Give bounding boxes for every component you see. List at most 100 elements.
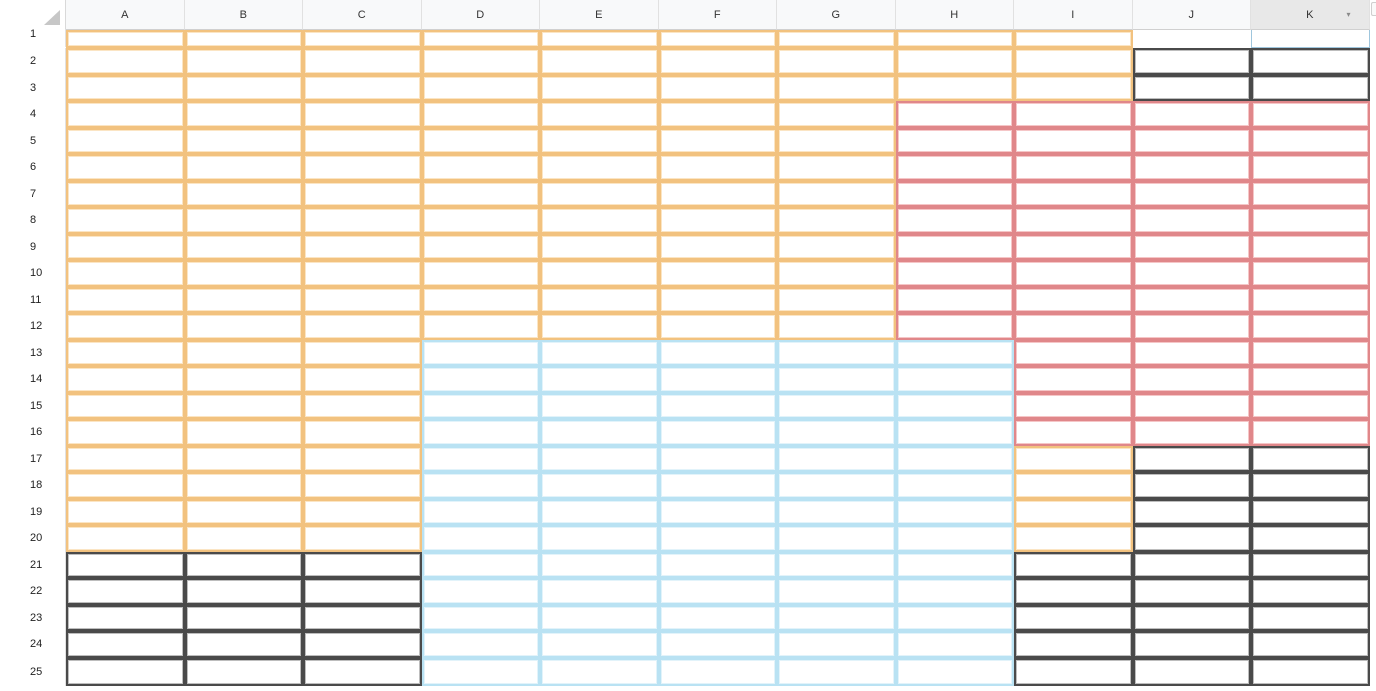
cell-k3[interactable] [1251, 74, 1370, 101]
cell-a16[interactable] [66, 419, 185, 446]
cell-g4[interactable] [777, 101, 896, 128]
row-header-5[interactable]: 5 [0, 127, 66, 154]
cell-i21[interactable] [1014, 551, 1133, 578]
cell-f24[interactable] [658, 631, 777, 658]
cell-h10[interactable] [895, 260, 1014, 287]
cell-k2[interactable] [1251, 48, 1370, 75]
cell-g6[interactable] [777, 154, 896, 181]
cell-f12[interactable] [658, 313, 777, 340]
cell-b5[interactable] [184, 127, 303, 154]
cell-d14[interactable] [421, 366, 540, 393]
cell-f7[interactable] [658, 180, 777, 207]
row-header-16[interactable]: 16 [0, 419, 66, 446]
cell-a15[interactable] [66, 392, 185, 419]
cell-g24[interactable] [777, 631, 896, 658]
cell-d18[interactable] [421, 472, 540, 499]
cell-d23[interactable] [421, 604, 540, 631]
cell-j17[interactable] [1132, 445, 1251, 472]
cell-e6[interactable] [540, 154, 659, 181]
cell-c20[interactable] [303, 525, 422, 552]
cell-j22[interactable] [1132, 578, 1251, 605]
cell-i22[interactable] [1014, 578, 1133, 605]
cell-e12[interactable] [540, 313, 659, 340]
cell-f8[interactable] [658, 207, 777, 234]
scroll-edge-handle[interactable] [1371, 2, 1376, 16]
cell-b25[interactable] [184, 657, 303, 686]
cell-j12[interactable] [1132, 313, 1251, 340]
cell-i25[interactable] [1014, 657, 1133, 686]
column-header-k[interactable]: K ▾ [1251, 0, 1370, 30]
select-all-corner[interactable] [0, 0, 66, 30]
cell-d4[interactable] [421, 101, 540, 128]
row-header-24[interactable]: 24 [0, 631, 66, 658]
cell-g1[interactable] [777, 30, 896, 48]
cell-a21[interactable] [66, 551, 185, 578]
cell-h8[interactable] [895, 207, 1014, 234]
row-header-1[interactable]: 1 [0, 29, 66, 47]
cell-g2[interactable] [777, 48, 896, 75]
cell-c23[interactable] [303, 604, 422, 631]
cell-c24[interactable] [303, 631, 422, 658]
cell-b18[interactable] [184, 472, 303, 499]
cell-c19[interactable] [303, 498, 422, 525]
cell-f20[interactable] [658, 525, 777, 552]
cell-j21[interactable] [1132, 551, 1251, 578]
column-header-f[interactable]: F [658, 0, 777, 30]
cell-b12[interactable] [184, 313, 303, 340]
cell-h7[interactable] [895, 180, 1014, 207]
cell-a25[interactable] [66, 657, 185, 686]
cell-h18[interactable] [895, 472, 1014, 499]
cell-i3[interactable] [1014, 74, 1133, 101]
cell-c9[interactable] [303, 233, 422, 260]
cell-i2[interactable] [1014, 48, 1133, 75]
cell-e7[interactable] [540, 180, 659, 207]
cell-i19[interactable] [1014, 498, 1133, 525]
cell-d21[interactable] [421, 551, 540, 578]
cell-j9[interactable] [1132, 233, 1251, 260]
cell-c3[interactable] [303, 74, 422, 101]
cell-j14[interactable] [1132, 366, 1251, 393]
cell-i8[interactable] [1014, 207, 1133, 234]
cell-j7[interactable] [1132, 180, 1251, 207]
cell-g13[interactable] [777, 339, 896, 366]
cell-h2[interactable] [895, 48, 1014, 75]
cell-k6[interactable] [1251, 154, 1370, 181]
cell-b10[interactable] [184, 260, 303, 287]
cell-j13[interactable] [1132, 339, 1251, 366]
column-header-h[interactable]: H [895, 0, 1014, 30]
cell-c25[interactable] [303, 657, 422, 686]
cell-c8[interactable] [303, 207, 422, 234]
cell-h11[interactable] [895, 286, 1014, 313]
cell-e19[interactable] [540, 498, 659, 525]
cell-f6[interactable] [658, 154, 777, 181]
cell-f4[interactable] [658, 101, 777, 128]
cell-h3[interactable] [895, 74, 1014, 101]
row-header-22[interactable]: 22 [0, 578, 66, 605]
cell-j6[interactable] [1132, 154, 1251, 181]
cell-a14[interactable] [66, 366, 185, 393]
cell-c22[interactable] [303, 578, 422, 605]
column-header-g[interactable]: G [777, 0, 896, 30]
cell-h4[interactable] [895, 101, 1014, 128]
row-header-12[interactable]: 12 [0, 313, 66, 340]
cell-k11[interactable] [1251, 286, 1370, 313]
column-header-a[interactable]: A [66, 0, 185, 30]
cell-g21[interactable] [777, 551, 896, 578]
cell-d3[interactable] [421, 74, 540, 101]
cell-g25[interactable] [777, 657, 896, 686]
cell-h14[interactable] [895, 366, 1014, 393]
cell-c13[interactable] [303, 339, 422, 366]
cell-b3[interactable] [184, 74, 303, 101]
cell-i13[interactable] [1014, 339, 1133, 366]
cell-g17[interactable] [777, 445, 896, 472]
cell-c11[interactable] [303, 286, 422, 313]
row-header-23[interactable]: 23 [0, 604, 66, 631]
cell-c7[interactable] [303, 180, 422, 207]
cell-b20[interactable] [184, 525, 303, 552]
cell-c17[interactable] [303, 445, 422, 472]
cell-b6[interactable] [184, 154, 303, 181]
cell-e2[interactable] [540, 48, 659, 75]
cell-b16[interactable] [184, 419, 303, 446]
column-header-j[interactable]: J [1132, 0, 1251, 30]
cell-h21[interactable] [895, 551, 1014, 578]
